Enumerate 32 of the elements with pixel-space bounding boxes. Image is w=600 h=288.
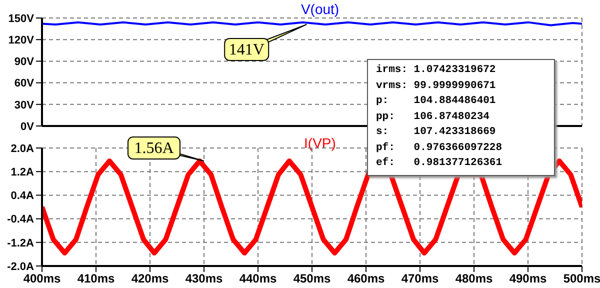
annotation: ef: 0.981377126361 — [376, 156, 504, 171]
x-tick-label: 450ms — [293, 272, 332, 286]
annotation: p: 104.884486401 — [376, 94, 497, 109]
x-tick-label: 420ms — [131, 272, 170, 286]
x-tick-label: 430ms — [185, 272, 224, 286]
y-tick-label: -2.0A — [7, 260, 34, 273]
x-tick-label: 400ms — [23, 272, 62, 286]
annotation: pf: 0.976366097228 — [376, 140, 504, 156]
y-tick-label: 0.4A — [10, 190, 34, 202]
y-tick-label: 0V — [20, 120, 35, 133]
annotation: pp: 106.87480234 — [376, 110, 490, 124]
x-tick-label: 480ms — [455, 272, 494, 286]
y-tick-label: 30V — [14, 99, 35, 112]
x-tick-label: 470ms — [401, 272, 440, 286]
annotation: vrms: 99.9999990671 — [376, 78, 497, 94]
y-tick-label: 2.0A — [10, 142, 34, 155]
x-tick-label: 410ms — [77, 272, 116, 286]
y-tick-label: 120V — [8, 34, 35, 47]
y-tick-label: 150V — [8, 12, 35, 25]
y-tick-label: 90V — [14, 56, 35, 68]
x-tick-label: 490ms — [509, 272, 548, 286]
y-tick-label: 60V — [14, 78, 35, 90]
series-label: I(VP) — [304, 135, 336, 151]
x-tick-label: 440ms — [239, 272, 278, 286]
annotation: s: 107.423318669 — [376, 125, 497, 140]
x-tick-label: 460ms — [347, 272, 386, 286]
series-label: V(out) — [300, 1, 340, 17]
annotation: irms: 1.07423319672 — [376, 63, 497, 78]
y-tick-label: 1.2A — [10, 166, 34, 179]
y-tick-label: -1.2A — [7, 237, 34, 250]
x-tick-label: 500ms — [563, 272, 600, 286]
y-tick-label: -0.4A — [7, 214, 34, 226]
